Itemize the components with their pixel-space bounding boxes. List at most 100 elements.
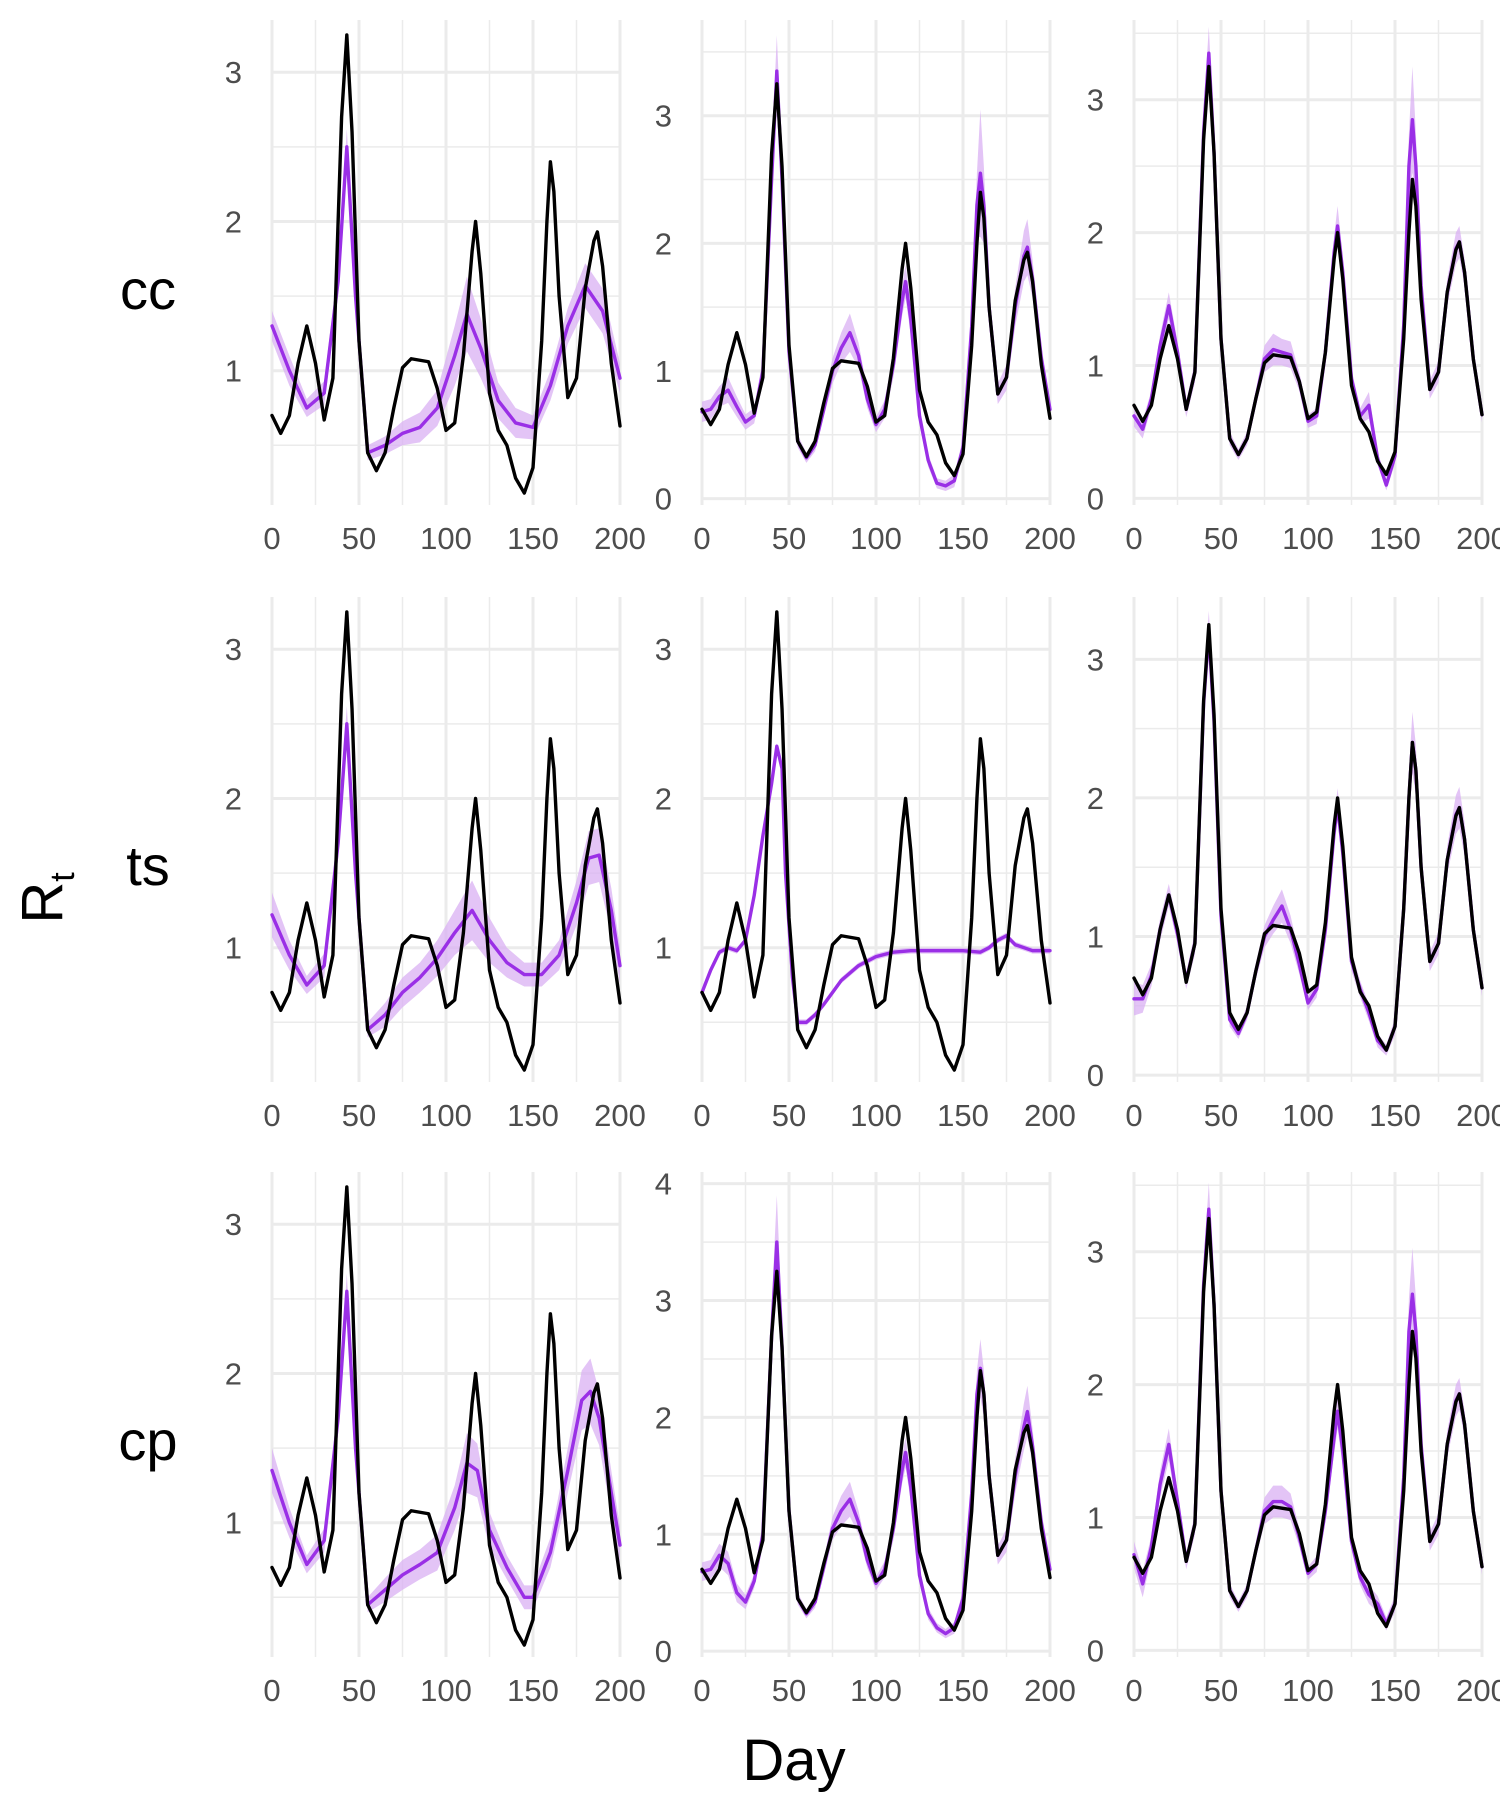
x-tick-label: 150 [937, 1673, 989, 1708]
x-tick-label: 50 [772, 1673, 806, 1708]
x-tick-label: 200 [594, 521, 646, 556]
y-tick-label: 2 [1087, 1368, 1104, 1403]
x-tick-label: 0 [1125, 1673, 1142, 1708]
x-tick-label: 200 [1456, 1098, 1500, 1133]
y-tick-label: 1 [225, 1506, 242, 1541]
x-tick-label: 0 [1125, 1098, 1142, 1133]
true-rt-line [1132, 64, 1484, 477]
grid-lines [700, 1172, 1052, 1657]
y-tick-label: 2 [225, 204, 242, 239]
panel-cc-2: 0 50 100 150 200 0 1 2 3 [655, 20, 1076, 556]
estimate-interval-band [272, 128, 620, 461]
row-label-ts: ts [126, 834, 170, 897]
y-tick-label: 3 [655, 1284, 672, 1319]
estimate-line [270, 1289, 622, 1607]
x-tick-label: 50 [342, 1673, 376, 1708]
grid-lines [1132, 20, 1484, 505]
grid-lines [700, 597, 1052, 1082]
x-tick-label: 200 [1456, 1673, 1500, 1708]
panel-cc-1: 0 50 100 150 200 1 2 3 [225, 20, 646, 556]
x-tick-label: 50 [1204, 521, 1238, 556]
y-tick-label: 2 [1087, 216, 1104, 251]
x-tick-label: 150 [507, 1098, 559, 1133]
y-tick-label: 1 [225, 931, 242, 966]
grid-lines [1132, 1172, 1484, 1657]
x-tick-label: 100 [850, 1673, 902, 1708]
x-tick-label: 150 [1369, 1098, 1421, 1133]
y-tick-label: 3 [655, 632, 672, 667]
x-tick-label: 50 [772, 521, 806, 556]
x-tick-label: 0 [693, 1098, 710, 1133]
grid-lines [1132, 597, 1484, 1082]
grid-lines [270, 1172, 622, 1657]
x-tick-label: 200 [1024, 1673, 1076, 1708]
panel-cp-2: 0 50 100 150 200 0 1 2 3 4 [655, 1167, 1076, 1708]
y-axis-title: Rt [10, 872, 82, 924]
y-tick-label: 0 [655, 482, 672, 517]
true-rt-line [700, 1269, 1052, 1632]
y-tick-label: 1 [1087, 920, 1104, 955]
x-tick-label: 150 [937, 521, 989, 556]
panel-ts-1: 0 50 100 150 200 1 2 3 [225, 597, 646, 1133]
y-tick-label: 2 [225, 781, 242, 816]
x-tick-label: 200 [594, 1098, 646, 1133]
y-tick-label: 3 [225, 1207, 242, 1242]
y-tick-label: 2 [225, 1356, 242, 1391]
x-tick-label: 0 [263, 1673, 280, 1708]
true-rt-line [270, 1185, 622, 1647]
x-tick-label: 100 [420, 1673, 472, 1708]
y-tick-label: 1 [225, 354, 242, 389]
true-rt-line [270, 610, 622, 1072]
x-tick-label: 100 [420, 521, 472, 556]
estimate-interval-band [272, 1273, 620, 1613]
x-tick-label: 100 [1282, 1673, 1334, 1708]
y-tick-label: 4 [655, 1167, 672, 1202]
x-tick-label: 50 [342, 521, 376, 556]
x-tick-label: 100 [1282, 1098, 1334, 1133]
x-tick-label: 200 [1024, 1098, 1076, 1133]
x-tick-label: 150 [1369, 1673, 1421, 1708]
true-rt-line [1132, 1216, 1484, 1629]
x-tick-label: 200 [1024, 521, 1076, 556]
panel-cc-3: 0 50 100 150 200 0 1 2 3 [1087, 20, 1500, 556]
panel-ts-2: 0 50 100 150 200 1 2 3 [655, 597, 1076, 1133]
x-tick-label: 200 [594, 1673, 646, 1708]
y-tick-label: 3 [1087, 642, 1104, 677]
x-tick-label: 100 [1282, 521, 1334, 556]
grid-lines [270, 597, 622, 1082]
grid-lines [270, 20, 622, 505]
y-tick-label: 1 [655, 931, 672, 966]
row-label-group: cc ts cp [118, 258, 177, 1472]
x-tick-label: 50 [1204, 1098, 1238, 1133]
row-label-cp: cp [118, 1409, 177, 1472]
y-tick-label: 0 [1087, 1633, 1104, 1668]
x-tick-label: 50 [342, 1098, 376, 1133]
y-tick-label: 1 [655, 1517, 672, 1552]
x-tick-label: 0 [693, 1673, 710, 1708]
x-tick-label: 0 [1125, 521, 1142, 556]
panel-cp-3: 0 50 100 150 200 0 1 2 3 [1087, 1172, 1500, 1708]
y-tick-label: 2 [655, 781, 672, 816]
y-tick-label: 0 [1087, 1058, 1104, 1093]
x-tick-label: 50 [1204, 1673, 1238, 1708]
x-tick-label: 100 [850, 521, 902, 556]
x-tick-label: 150 [507, 1673, 559, 1708]
true-rt-line [700, 610, 1052, 1072]
x-tick-label: 200 [1456, 521, 1500, 556]
x-tick-label: 50 [772, 1098, 806, 1133]
x-tick-label: 150 [1369, 521, 1421, 556]
y-tick-label: 2 [655, 226, 672, 261]
y-tick-label: 1 [1087, 1500, 1104, 1535]
x-tick-label: 0 [263, 521, 280, 556]
estimate-line [700, 744, 1052, 1025]
panel-ts-3: 0 50 100 150 200 0 1 2 3 [1087, 597, 1500, 1133]
y-tick-label: 2 [655, 1400, 672, 1435]
x-tick-label: 100 [850, 1098, 902, 1133]
y-tick-label: 2 [1087, 781, 1104, 816]
grid-lines [700, 20, 1052, 505]
x-axis-title: Day [742, 1728, 845, 1793]
row-label-cc: cc [120, 258, 176, 321]
y-tick-label: 3 [225, 632, 242, 667]
y-axis-title-subscript: t [44, 872, 82, 882]
